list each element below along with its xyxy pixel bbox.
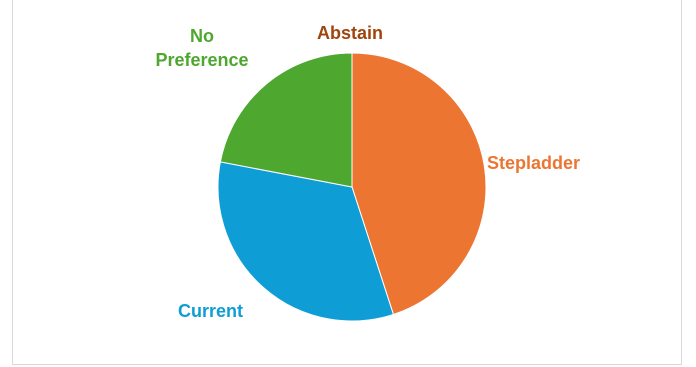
- pie-slice-stepladder: [351, 52, 487, 316]
- label-no-preference: No Preference: [155, 26, 249, 70]
- label-current: Current: [178, 301, 244, 321]
- label-abstain: Abstain: [317, 23, 384, 43]
- pie-slice-current: [217, 161, 395, 322]
- label-stepladder: Stepladder: [487, 153, 581, 173]
- pie-slice-no-preference: [219, 52, 353, 188]
